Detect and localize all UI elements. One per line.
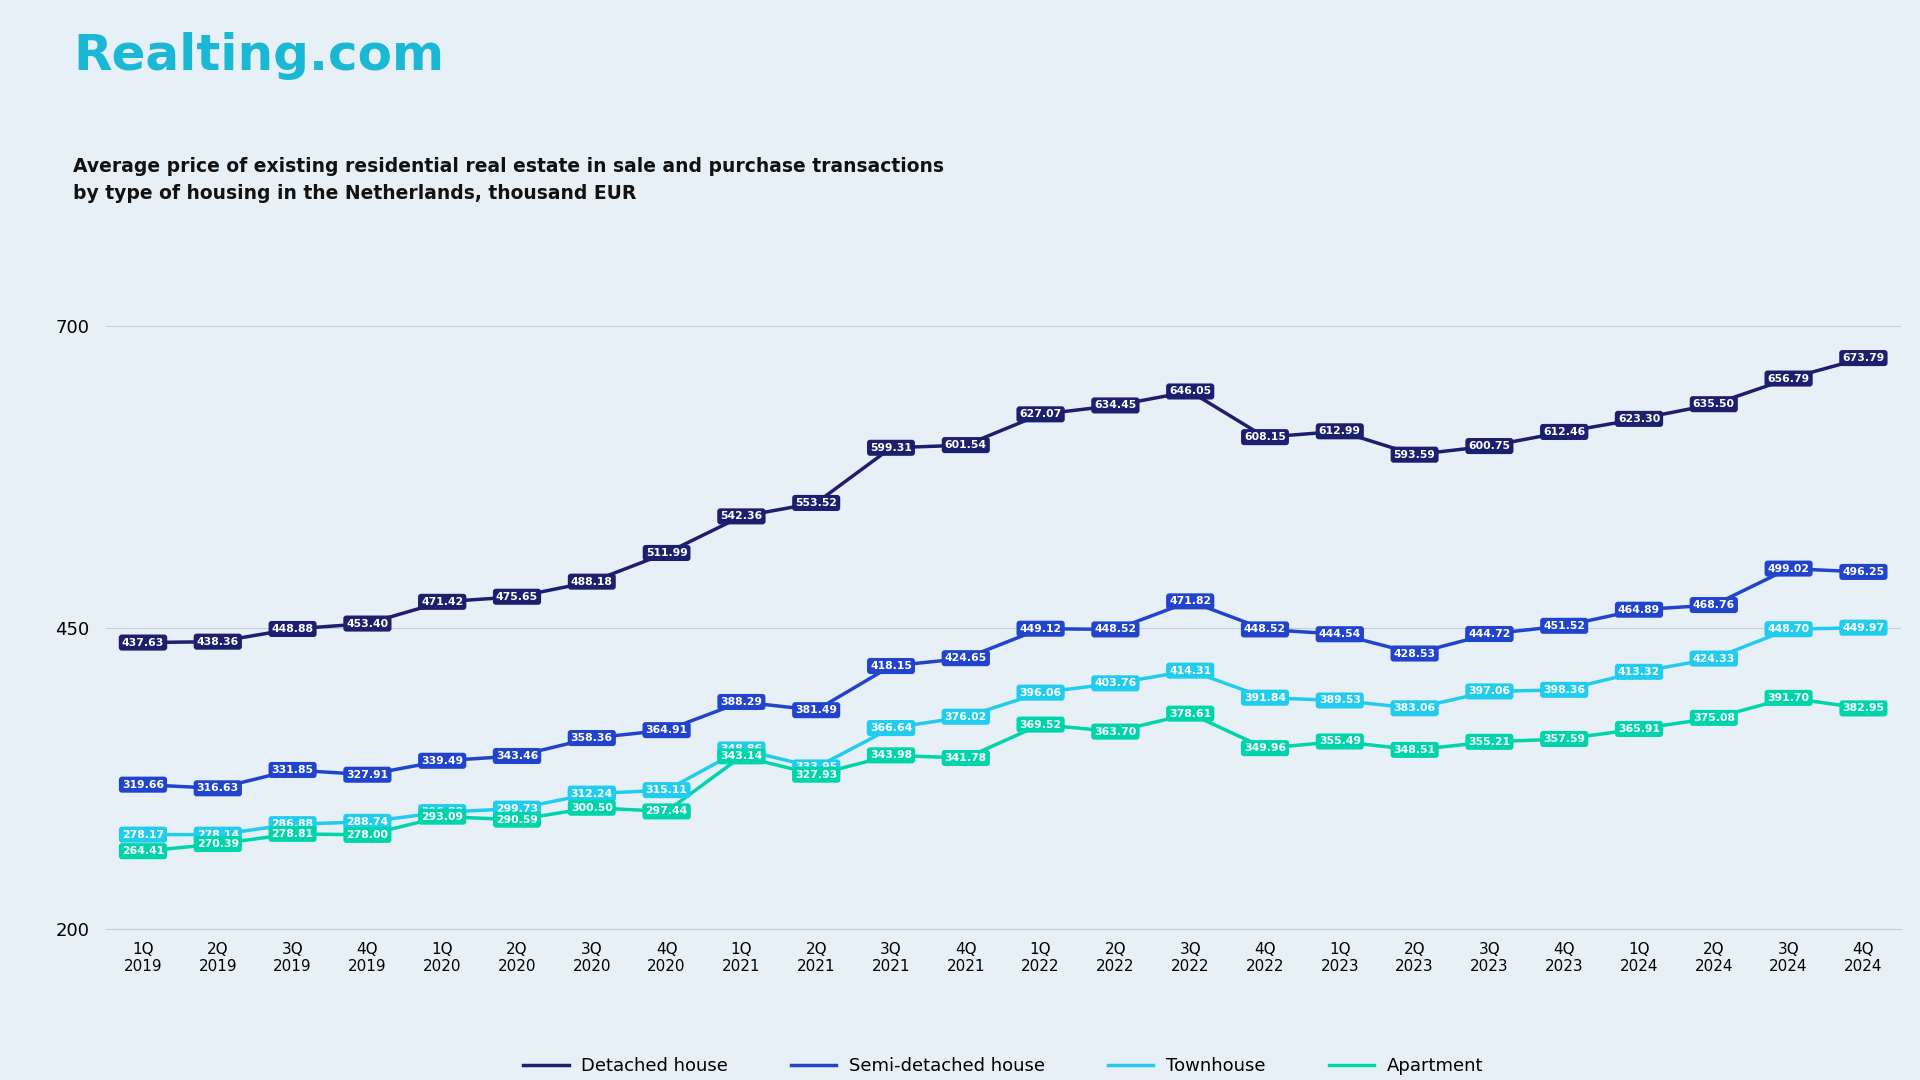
Text: 278.17: 278.17: [123, 829, 163, 839]
Text: 300.50: 300.50: [570, 802, 612, 813]
Text: 327.91: 327.91: [346, 770, 388, 780]
Text: 355.21: 355.21: [1469, 737, 1511, 747]
Text: 424.33: 424.33: [1693, 653, 1736, 663]
Text: 612.46: 612.46: [1544, 427, 1586, 437]
Text: 635.50: 635.50: [1693, 400, 1736, 409]
Text: 453.40: 453.40: [346, 619, 388, 629]
Text: 376.02: 376.02: [945, 712, 987, 721]
Text: 381.49: 381.49: [795, 705, 837, 715]
Text: 471.42: 471.42: [420, 597, 463, 607]
Text: 542.36: 542.36: [720, 512, 762, 522]
Text: 357.59: 357.59: [1544, 734, 1586, 744]
Text: 488.18: 488.18: [570, 577, 612, 586]
Text: 599.31: 599.31: [870, 443, 912, 453]
Text: 382.95: 382.95: [1843, 703, 1884, 714]
Text: 448.52: 448.52: [1094, 624, 1137, 634]
Text: 646.05: 646.05: [1169, 387, 1212, 396]
Text: 437.63: 437.63: [121, 637, 165, 648]
Text: 348.86: 348.86: [720, 744, 762, 755]
Text: Average price of existing residential real estate in sale and purchase transacti: Average price of existing residential re…: [73, 157, 945, 203]
Text: 608.15: 608.15: [1244, 432, 1286, 442]
Text: 601.54: 601.54: [945, 440, 987, 450]
Text: 366.64: 366.64: [870, 724, 912, 733]
Text: 389.53: 389.53: [1319, 696, 1361, 705]
Text: 397.06: 397.06: [1469, 687, 1511, 697]
Text: 270.39: 270.39: [196, 839, 238, 849]
Text: 468.76: 468.76: [1693, 600, 1736, 610]
Text: 369.52: 369.52: [1020, 719, 1062, 730]
Text: 414.31: 414.31: [1169, 665, 1212, 676]
Text: 331.85: 331.85: [271, 765, 313, 775]
Text: 391.70: 391.70: [1768, 693, 1811, 703]
Text: 496.25: 496.25: [1843, 567, 1884, 577]
Text: 656.79: 656.79: [1768, 374, 1811, 383]
Text: 316.63: 316.63: [196, 783, 238, 794]
Text: 464.89: 464.89: [1619, 605, 1661, 615]
Text: 343.98: 343.98: [870, 751, 912, 760]
Text: 398.36: 398.36: [1544, 685, 1586, 694]
Legend: Detached house, Semi-detached house, Townhouse, Apartment: Detached house, Semi-detached house, Tow…: [516, 1050, 1490, 1080]
Text: 378.61: 378.61: [1169, 708, 1212, 718]
Text: 297.44: 297.44: [645, 807, 687, 816]
Text: 424.65: 424.65: [945, 653, 987, 663]
Text: 312.24: 312.24: [570, 788, 612, 798]
Text: 448.52: 448.52: [1244, 624, 1286, 634]
Text: 553.52: 553.52: [795, 498, 837, 508]
Text: 365.91: 365.91: [1619, 724, 1661, 734]
Text: 623.30: 623.30: [1619, 414, 1661, 423]
Text: 343.46: 343.46: [495, 751, 538, 761]
Text: Realting.com: Realting.com: [73, 32, 444, 80]
Text: 600.75: 600.75: [1469, 441, 1511, 451]
Text: 315.11: 315.11: [645, 785, 687, 795]
Text: 348.51: 348.51: [1394, 745, 1436, 755]
Text: 383.06: 383.06: [1394, 703, 1436, 713]
Text: 413.32: 413.32: [1619, 666, 1661, 677]
Text: 343.14: 343.14: [720, 752, 762, 761]
Text: 341.78: 341.78: [945, 753, 987, 762]
Text: 403.76: 403.76: [1094, 678, 1137, 688]
Text: 388.29: 388.29: [720, 697, 762, 707]
Text: 438.36: 438.36: [196, 637, 238, 647]
Text: 364.91: 364.91: [645, 725, 687, 735]
Text: 475.65: 475.65: [495, 592, 538, 602]
Text: 278.00: 278.00: [346, 829, 388, 840]
Text: 418.15: 418.15: [870, 661, 912, 671]
Text: 448.70: 448.70: [1768, 624, 1811, 634]
Text: 288.74: 288.74: [346, 816, 388, 827]
Text: 391.84: 391.84: [1244, 692, 1286, 703]
Text: 449.97: 449.97: [1843, 623, 1884, 633]
Text: 448.88: 448.88: [271, 624, 313, 634]
Text: 327.93: 327.93: [795, 770, 837, 780]
Text: 264.41: 264.41: [121, 847, 163, 856]
Text: 349.96: 349.96: [1244, 743, 1286, 753]
Text: 444.72: 444.72: [1469, 629, 1511, 639]
Text: 634.45: 634.45: [1094, 401, 1137, 410]
Text: 278.14: 278.14: [196, 829, 238, 839]
Text: 451.52: 451.52: [1544, 621, 1586, 631]
Text: 363.70: 363.70: [1094, 727, 1137, 737]
Text: 444.54: 444.54: [1319, 630, 1361, 639]
Text: 396.06: 396.06: [1020, 688, 1062, 698]
Text: 428.53: 428.53: [1394, 648, 1436, 659]
Text: 278.81: 278.81: [271, 828, 313, 839]
Text: 673.79: 673.79: [1843, 353, 1885, 363]
Text: 471.82: 471.82: [1169, 596, 1212, 606]
Text: 449.12: 449.12: [1020, 624, 1062, 634]
Text: 333.95: 333.95: [795, 762, 837, 772]
Text: 290.59: 290.59: [495, 814, 538, 825]
Text: 627.07: 627.07: [1020, 409, 1062, 419]
Text: 293.09: 293.09: [420, 812, 463, 822]
Text: 511.99: 511.99: [645, 548, 687, 558]
Text: 358.36: 358.36: [570, 733, 612, 743]
Text: 375.08: 375.08: [1693, 713, 1736, 723]
Text: 499.02: 499.02: [1768, 564, 1811, 573]
Text: 296.88: 296.88: [420, 807, 463, 818]
Text: 319.66: 319.66: [123, 780, 163, 789]
Text: 593.59: 593.59: [1394, 449, 1436, 460]
Text: 339.49: 339.49: [420, 756, 463, 766]
Text: 355.49: 355.49: [1319, 737, 1361, 746]
Text: 299.73: 299.73: [495, 804, 538, 813]
Text: 286.88: 286.88: [271, 819, 313, 829]
Text: 612.99: 612.99: [1319, 427, 1361, 436]
